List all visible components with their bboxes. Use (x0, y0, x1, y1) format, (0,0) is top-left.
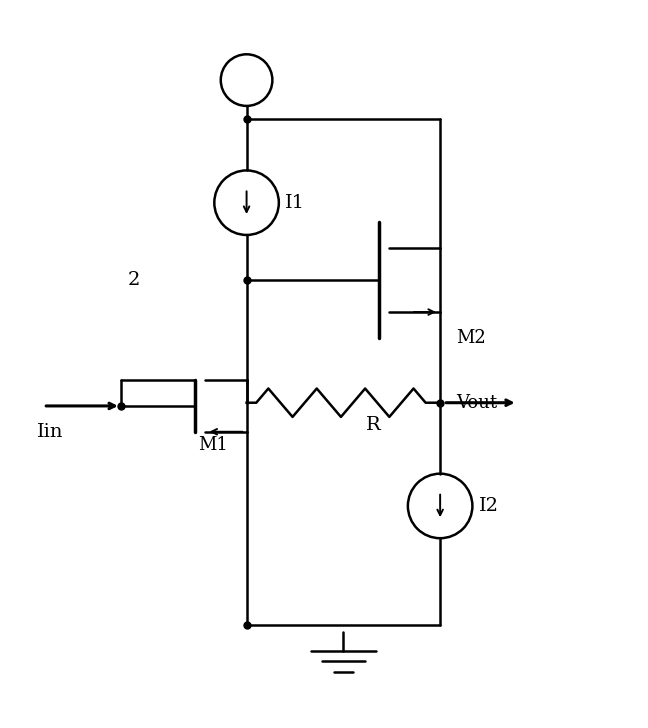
Text: M2: M2 (456, 329, 486, 347)
Text: I1: I1 (285, 194, 305, 212)
Text: 2: 2 (128, 271, 140, 289)
Text: Iin: Iin (37, 423, 64, 440)
Text: R: R (366, 416, 380, 435)
Text: I2: I2 (479, 497, 499, 515)
Text: M1: M1 (198, 435, 228, 454)
Text: Vout: Vout (456, 394, 498, 412)
